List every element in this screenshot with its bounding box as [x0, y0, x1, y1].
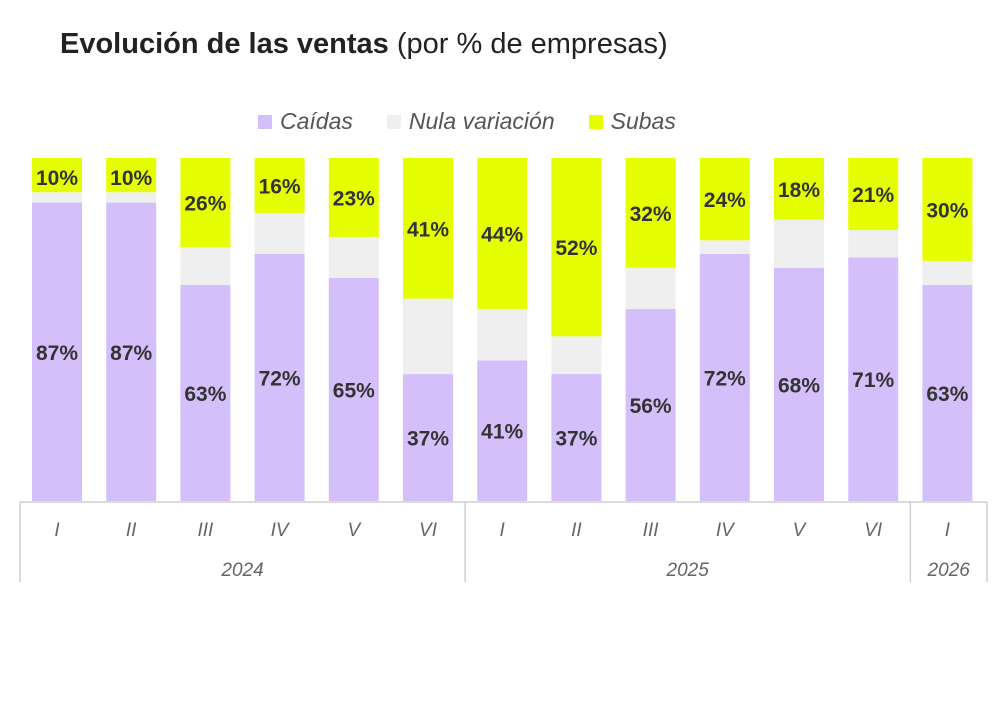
- data-label-caidas: 65%: [333, 380, 375, 403]
- bar-segment-nula-variación: [254, 212, 305, 255]
- data-label-caidas: 72%: [704, 368, 746, 391]
- data-label-caidas: 68%: [778, 374, 820, 397]
- data-label-subas: 10%: [36, 167, 78, 190]
- bar-segment-nula-variación: [699, 240, 750, 255]
- data-label-subas: 21%: [852, 184, 894, 207]
- x-group-label: 2025: [666, 560, 710, 581]
- data-label-caidas: 87%: [110, 342, 152, 365]
- bar-segment-caídas: [922, 284, 973, 501]
- data-label-caidas: 87%: [36, 342, 78, 365]
- legend-item-caidas: Caídas: [258, 108, 353, 135]
- bar-segment-subas: [254, 158, 305, 213]
- bar-segment-subas: [32, 158, 82, 193]
- bar-segment-caídas: [32, 202, 82, 501]
- bar-segment-caídas: [254, 254, 305, 501]
- legend: Caídas Nula variación Subas: [258, 108, 676, 135]
- data-label-subas: 18%: [778, 179, 820, 202]
- bar-segment-nula-variación: [551, 336, 602, 375]
- data-label-subas: 30%: [926, 199, 968, 222]
- data-label-subas: 41%: [407, 218, 449, 241]
- bar-segment-nula-variación: [403, 298, 453, 375]
- data-label-caidas: 37%: [407, 428, 449, 451]
- bar-segment-subas: [106, 158, 157, 193]
- x-tick-label: VI: [864, 520, 883, 541]
- bar-segment-caídas: [180, 284, 231, 501]
- bar-segment-subas: [922, 158, 973, 261]
- bar-segment-caídas: [106, 202, 157, 501]
- legend-label: Subas: [610, 108, 676, 134]
- bar-segment-caídas: [477, 360, 528, 501]
- bar-segment-subas: [180, 158, 231, 248]
- x-tick-label: I: [945, 520, 951, 541]
- bar-segment-nula-variación: [477, 308, 528, 361]
- bar-segment-nula-variación: [32, 192, 82, 203]
- x-tick-label: III: [643, 520, 660, 541]
- data-label-subas: 10%: [110, 167, 152, 190]
- chart-title: Evolución de las ventas (por % de empres…: [60, 28, 668, 61]
- data-label-subas: 44%: [481, 223, 523, 246]
- data-label-subas: 23%: [333, 187, 375, 210]
- bar-segment-nula-variación: [774, 219, 824, 268]
- x-tick-label: V: [347, 520, 362, 541]
- bar-segment-caídas: [699, 254, 750, 501]
- bar-segment-subas: [848, 158, 899, 231]
- bar-segment-caídas: [848, 257, 899, 501]
- bar-segment-nula-variación: [922, 260, 973, 285]
- x-tick-label: VI: [419, 520, 438, 541]
- x-tick-label: I: [54, 520, 60, 541]
- data-label-caidas: 56%: [630, 395, 672, 418]
- legend-label: Caídas: [280, 108, 353, 134]
- data-label-caidas: 63%: [184, 383, 226, 406]
- bar-segment-subas: [551, 158, 602, 337]
- x-tick-label: V: [793, 520, 808, 541]
- x-tick-label: II: [126, 520, 137, 541]
- legend-swatch: [258, 114, 272, 129]
- bar-segment-nula-variación: [848, 230, 899, 258]
- x-group-label: 2024: [220, 560, 263, 581]
- legend-label: Nula variación: [408, 108, 555, 134]
- data-label-caidas: 37%: [555, 428, 597, 451]
- data-label-subas: 52%: [555, 237, 597, 260]
- legend-item-subas: Subas: [588, 108, 676, 135]
- x-group-label: 2026: [927, 560, 971, 581]
- data-label-caidas: 71%: [852, 369, 894, 392]
- title-normal: (por % de empresas): [388, 28, 668, 60]
- bar-segment-subas: [403, 158, 453, 299]
- x-tick-label: IV: [271, 520, 291, 541]
- bar-segment-subas: [477, 158, 528, 309]
- bar-segment-subas: [328, 158, 379, 237]
- data-label-caidas: 63%: [926, 383, 968, 406]
- bar-segment-nula-variación: [328, 236, 379, 279]
- data-label-subas: 16%: [259, 175, 301, 198]
- bar-segment-nula-variación: [106, 192, 157, 203]
- data-label-subas: 26%: [184, 193, 226, 216]
- x-tick-label: IV: [716, 520, 736, 541]
- data-label-subas: 32%: [630, 203, 672, 226]
- x-tick-label: II: [571, 520, 582, 541]
- bar-segment-nula-variación: [625, 267, 676, 309]
- bar-segment-caídas: [774, 267, 824, 501]
- bar-segment-caídas: [403, 374, 453, 501]
- bar-segment-caídas: [625, 308, 676, 501]
- bar-segment-caídas: [551, 374, 602, 501]
- bar-segment-subas: [774, 158, 824, 220]
- legend-item-nula: Nula variación: [386, 108, 555, 135]
- bar-segment-subas: [625, 158, 676, 268]
- title-bold: Evolución de las ventas: [60, 28, 389, 60]
- bar-segment-nula-variación: [180, 247, 231, 285]
- data-label-caidas: 72%: [259, 368, 301, 391]
- data-label-caidas: 41%: [481, 421, 523, 444]
- x-tick-label: I: [500, 520, 506, 541]
- legend-swatch: [386, 114, 401, 129]
- bar-segment-subas: [699, 158, 750, 241]
- data-label-subas: 24%: [704, 189, 746, 212]
- legend-swatch: [588, 114, 603, 129]
- bar-segment-caídas: [328, 278, 379, 501]
- x-tick-label: III: [197, 520, 214, 541]
